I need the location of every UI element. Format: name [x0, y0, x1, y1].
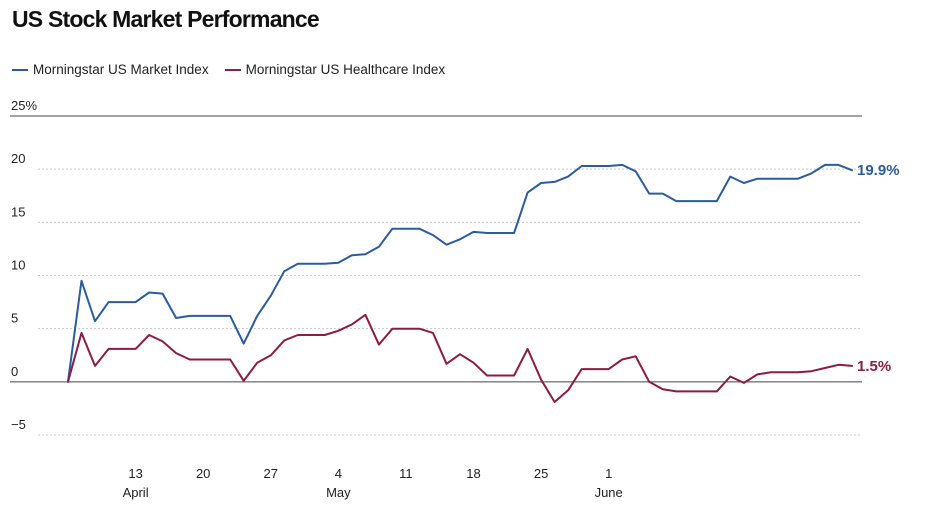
y-axis-tick-labels: 25% 20 15 10 5 0 −5 [11, 98, 37, 432]
x-tick-label: 13 [128, 466, 142, 481]
legend-swatch-market [12, 68, 28, 71]
x-month-label: June [595, 485, 623, 500]
x-tick-label: 1 [605, 466, 612, 481]
x-month-label: May [326, 485, 351, 500]
legend-item-healthcare: Morningstar US Healthcare Index [224, 62, 446, 77]
y-tick-label: 15 [11, 204, 25, 219]
x-tick-label: 20 [196, 466, 210, 481]
x-tick-label: 11 [399, 466, 413, 481]
end-label-healthcare: 1.5% [857, 358, 891, 375]
x-tick-label: 4 [335, 466, 342, 481]
end-label-market: 19.9% [857, 162, 900, 179]
grid-layer [10, 115, 862, 436]
x-axis-tick-labels: 13 April 20 27 4 May 11 18 25 1 June [123, 466, 623, 500]
y-tick-label: 10 [11, 258, 25, 273]
series-layer [67, 163, 853, 403]
legend: Morningstar US Market Index Morningstar … [12, 62, 461, 77]
x-tick-label: 18 [466, 466, 480, 481]
legend-label-market: Morningstar US Market Index [33, 62, 209, 77]
y-tick-label: 5 [11, 311, 18, 326]
end-labels: 19.9% 1.5% [857, 162, 900, 375]
y-tick-label: 25% [11, 98, 37, 113]
x-month-label: April [123, 485, 149, 500]
y-tick-label: −5 [11, 417, 26, 432]
series-line-healthcare [67, 313, 853, 403]
series-line-market [67, 163, 853, 383]
y-tick-label: 20 [11, 151, 25, 166]
legend-label-healthcare: Morningstar US Healthcare Index [245, 62, 446, 77]
x-tick-label: 27 [264, 466, 278, 481]
chart-title: US Stock Market Performance [12, 6, 320, 32]
legend-item-market: Morningstar US Market Index [12, 62, 209, 77]
x-tick-label: 25 [534, 466, 548, 481]
legend-swatch-healthcare [224, 68, 241, 71]
y-tick-label: 0 [11, 364, 18, 379]
